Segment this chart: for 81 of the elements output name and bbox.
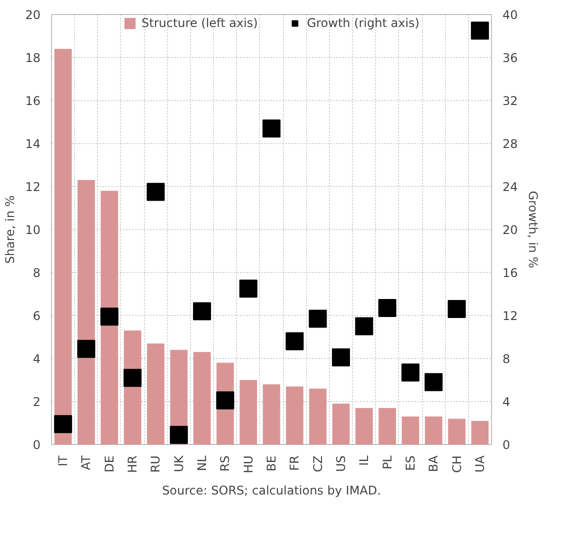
point bbox=[216, 391, 234, 410]
bar bbox=[402, 416, 420, 444]
y2-tick-label: 24 bbox=[502, 180, 518, 194]
point bbox=[286, 332, 304, 350]
y-tick-label: 2 bbox=[32, 395, 41, 409]
legend-label: Growth (right axis) bbox=[306, 16, 420, 30]
y-tick-label: 4 bbox=[32, 352, 41, 366]
y2-axis-title: Growth, in % bbox=[526, 190, 540, 268]
x-tick-label: ES bbox=[403, 455, 418, 471]
y2-tick-label: 8 bbox=[502, 352, 510, 366]
y-tick-label: 10 bbox=[25, 223, 41, 237]
point bbox=[308, 310, 327, 328]
point bbox=[100, 308, 118, 326]
x-tick-label: DE bbox=[102, 455, 116, 472]
y2-tick-label: 4 bbox=[502, 395, 510, 409]
point bbox=[424, 373, 443, 392]
x-tick-label: IL bbox=[357, 455, 372, 466]
bar bbox=[378, 408, 396, 444]
x-tick-label: BA bbox=[426, 454, 441, 472]
y-tick-label: 6 bbox=[32, 309, 41, 323]
y-tick-label: 20 bbox=[25, 8, 41, 22]
bar bbox=[100, 190, 118, 444]
y2-tick-label: 12 bbox=[502, 309, 518, 323]
point bbox=[332, 348, 350, 366]
y-tick-label: 12 bbox=[25, 180, 41, 194]
y-tick-label: 18 bbox=[25, 51, 41, 65]
point bbox=[170, 426, 188, 444]
bar bbox=[240, 380, 258, 444]
point bbox=[378, 298, 396, 317]
bar bbox=[78, 180, 95, 444]
x-tick-label: CH bbox=[450, 455, 464, 473]
bar bbox=[147, 343, 164, 444]
point bbox=[77, 340, 96, 358]
x-tick-label: NL bbox=[195, 455, 210, 472]
bar bbox=[286, 386, 304, 444]
bar bbox=[262, 384, 280, 444]
x-tick-label: RS bbox=[218, 455, 232, 472]
y2-tick-label: 16 bbox=[502, 266, 518, 280]
y2-tick-label: 0 bbox=[502, 438, 510, 452]
x-tick-label: BE bbox=[264, 455, 278, 472]
x-tick-label: PL bbox=[380, 455, 394, 470]
y-tick-label: 8 bbox=[32, 266, 41, 280]
x-tick-label: HU bbox=[241, 455, 256, 474]
y-tick-label: 16 bbox=[25, 94, 41, 108]
x-tick-label: UK bbox=[172, 454, 186, 472]
point bbox=[124, 368, 142, 387]
x-tick-label: HR bbox=[126, 455, 140, 473]
y2-tick-label: 40 bbox=[502, 8, 518, 22]
point bbox=[262, 119, 280, 138]
point bbox=[239, 280, 258, 298]
legend-label: Structure (left axis) bbox=[142, 16, 258, 30]
bar bbox=[471, 420, 489, 444]
point bbox=[54, 415, 72, 434]
x-tick-label: CZ bbox=[310, 455, 325, 472]
bar bbox=[448, 418, 466, 444]
bar bbox=[332, 404, 350, 444]
y2-tick-label: 20 bbox=[502, 223, 518, 237]
point bbox=[470, 22, 489, 40]
x-tick-label: US bbox=[334, 455, 348, 472]
x-tick-label: UA bbox=[472, 454, 487, 472]
x-tick-label: IT bbox=[56, 454, 70, 466]
bar bbox=[54, 48, 72, 444]
source-note: Source: SORS; calculations by IMAD. bbox=[162, 484, 381, 498]
y2-tick-label: 36 bbox=[502, 51, 518, 65]
x-tick-label: AT bbox=[79, 454, 94, 470]
y-tick-label: 14 bbox=[25, 137, 41, 151]
bar bbox=[309, 388, 326, 444]
point bbox=[146, 182, 165, 201]
y-tick-label: 0 bbox=[32, 438, 41, 452]
bar bbox=[193, 352, 211, 444]
x-tick-label: FR bbox=[288, 455, 302, 471]
bar bbox=[424, 416, 442, 444]
bar bbox=[355, 408, 373, 444]
y-axis-title: Share, in % bbox=[3, 195, 18, 264]
point bbox=[193, 302, 212, 320]
x-tick-label: RU bbox=[148, 455, 163, 473]
point bbox=[355, 317, 374, 336]
point bbox=[401, 363, 420, 382]
y2-tick-label: 28 bbox=[502, 137, 518, 151]
y2-tick-label: 32 bbox=[502, 94, 518, 108]
point bbox=[448, 300, 466, 318]
